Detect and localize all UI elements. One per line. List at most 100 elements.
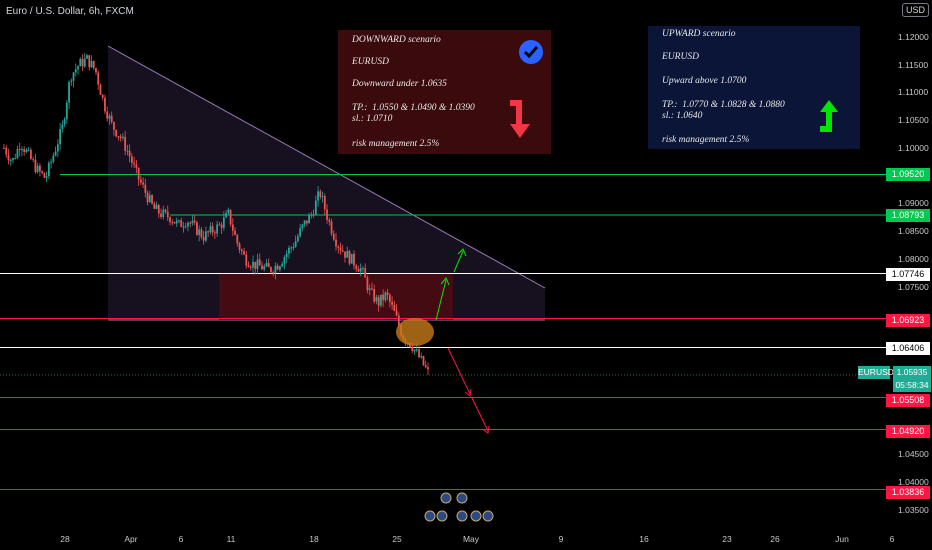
candle-body — [92, 60, 95, 69]
candle-body — [137, 167, 140, 180]
candle-body — [344, 251, 346, 258]
candle-body — [74, 69, 77, 73]
price-axis-label: 1.10500 — [898, 115, 929, 125]
time-axis-label: 26 — [770, 534, 780, 544]
bearish-projection-arrow — [447, 347, 471, 395]
level-tag: 1.04920 — [886, 425, 930, 438]
candle-body — [30, 149, 32, 159]
economic-events-icons[interactable] — [424, 492, 494, 522]
bullish-projection-arrow — [435, 279, 447, 321]
candle-body — [263, 266, 266, 270]
candle-body — [377, 297, 380, 306]
candle-body — [139, 179, 142, 183]
price-axis-label: 1.08000 — [898, 254, 929, 264]
candle-body — [391, 301, 394, 305]
candle-body — [99, 84, 102, 95]
candle-body — [364, 268, 367, 278]
candle-body — [47, 162, 50, 177]
candle-body — [388, 294, 391, 302]
candle-body — [355, 265, 358, 270]
candle-body — [299, 228, 302, 237]
candle-body — [254, 261, 257, 269]
candle-body — [77, 66, 79, 70]
candle-body — [415, 349, 418, 351]
candle-body — [178, 220, 180, 222]
candle-body — [357, 269, 360, 272]
candle-body — [97, 72, 100, 85]
candle-body — [108, 115, 111, 119]
candle-body — [9, 160, 12, 162]
candle-body — [200, 229, 203, 238]
candle-body — [133, 162, 136, 165]
candle-body — [27, 149, 30, 151]
candle-body — [339, 247, 342, 251]
candle-body — [231, 224, 234, 231]
candle-body — [346, 250, 349, 258]
candle-body — [72, 72, 75, 81]
upward-sl: sl.: 1.0640 — [662, 111, 703, 121]
bearish-arrow-head-2 — [481, 425, 490, 434]
candle-body — [319, 191, 322, 197]
candle-body — [157, 205, 160, 214]
candle-body — [359, 268, 362, 272]
candle-body — [332, 233, 335, 240]
candle-body — [196, 222, 198, 235]
candle-body — [265, 263, 268, 267]
downward-risk: risk management 2.5% — [352, 139, 440, 149]
candle-body — [164, 209, 167, 212]
candle-body — [193, 220, 196, 223]
candle-body — [65, 102, 68, 120]
candle-body — [375, 297, 378, 302]
candle-body — [90, 60, 93, 68]
arrow-up-icon — [820, 100, 838, 132]
candle-body — [422, 356, 425, 366]
check-circle-icon — [519, 40, 543, 64]
candle-body — [279, 266, 281, 270]
level-tag: 1.03836 — [886, 486, 930, 499]
candle-body — [420, 356, 423, 358]
upward-title: UPWARD scenario — [662, 29, 736, 39]
time-axis-label: 9 — [558, 534, 564, 544]
supply-zone — [219, 274, 453, 320]
current-price-box: 1.05935 05:58:34 — [893, 366, 931, 392]
candle-body — [101, 94, 104, 98]
candle-body — [191, 220, 194, 224]
candle-body — [211, 226, 214, 233]
candle-body — [25, 149, 28, 153]
candle-body — [155, 205, 158, 209]
price-axis-label: 1.10000 — [898, 143, 929, 153]
candle-body — [321, 195, 324, 197]
price-axis-label: 1.08500 — [898, 226, 929, 236]
candle-body — [294, 241, 297, 248]
downward-tp: TP.: 1.0550 & 1.0490 & 1.0390 — [352, 103, 475, 113]
time-axis-label: 11 — [226, 534, 236, 544]
candle-body — [45, 176, 48, 178]
candle-body — [130, 156, 133, 163]
candle-body — [32, 158, 35, 160]
candle-body — [126, 150, 129, 152]
candle-body — [267, 263, 270, 268]
candle-body — [303, 220, 306, 225]
candle-body — [395, 310, 398, 316]
candle-body — [292, 247, 295, 249]
candle-body — [202, 237, 205, 241]
price-axis-label: 1.04500 — [898, 449, 929, 459]
candle-body — [288, 248, 290, 254]
candle-body — [213, 232, 216, 234]
currency-button[interactable]: USD — [902, 3, 930, 17]
candle-body — [308, 214, 311, 224]
candle-body — [16, 148, 19, 159]
candle-body — [38, 165, 41, 172]
candle-body — [258, 259, 261, 266]
candle-body — [88, 55, 91, 68]
candle-body — [151, 195, 153, 204]
time-axis-label: 23 — [722, 534, 732, 544]
candle-body — [220, 224, 223, 228]
candle-body — [23, 149, 26, 153]
candle-body — [270, 267, 272, 273]
candle-body — [52, 155, 55, 162]
downward-scenario-card: DOWNWARD scenario EURUSD Downward under … — [338, 30, 551, 154]
candle-body — [411, 347, 414, 352]
candle-body — [50, 161, 53, 163]
